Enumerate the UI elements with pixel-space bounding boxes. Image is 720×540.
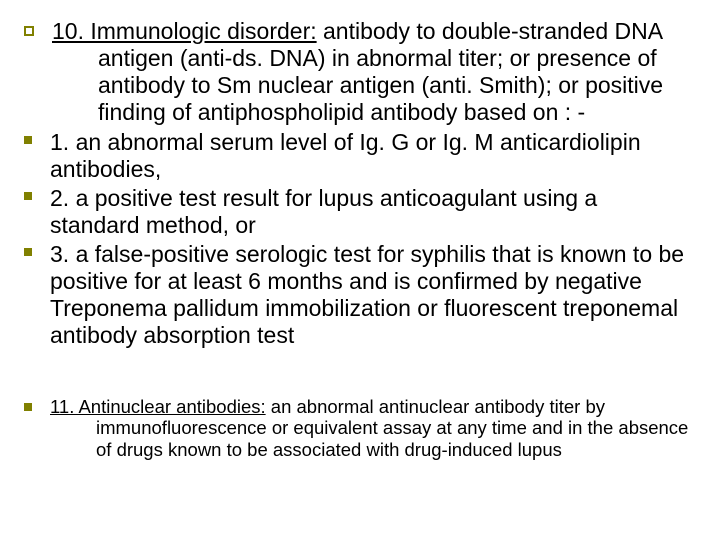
list-item: 10. Immunologic disorder: antibody to do… [24, 18, 692, 127]
item-body: 1. an abnormal serum level of Ig. G or I… [50, 129, 641, 182]
item-text: 2. a positive test result for lupus anti… [50, 185, 692, 239]
bullet-icon [24, 403, 32, 411]
bullet-icon [24, 26, 34, 36]
list-item: 1. an abnormal serum level of Ig. G or I… [24, 129, 692, 183]
item-text: 3. a false-positive serologic test for s… [50, 241, 692, 350]
list-item: 2. a positive test result for lupus anti… [24, 185, 692, 239]
list-item: 3. a false-positive serologic test for s… [24, 241, 692, 350]
spacer [24, 352, 692, 396]
item-lead: 11. Antinuclear antibodies: [50, 396, 266, 417]
item-body: 2. a positive test result for lupus anti… [50, 185, 597, 238]
item-text: 1. an abnormal serum level of Ig. G or I… [50, 129, 692, 183]
item-text: 11. Antinuclear antibodies: an abnormal … [50, 396, 692, 461]
bullet-icon [24, 136, 32, 144]
bullet-icon [24, 248, 32, 256]
item-body: 3. a false-positive serologic test for s… [50, 241, 684, 348]
list-item: 11. Antinuclear antibodies: an abnormal … [24, 396, 692, 461]
item-text: 10. Immunologic disorder: antibody to do… [52, 18, 692, 127]
item-lead: 10. Immunologic disorder: [52, 18, 317, 44]
bullet-icon [24, 192, 32, 200]
